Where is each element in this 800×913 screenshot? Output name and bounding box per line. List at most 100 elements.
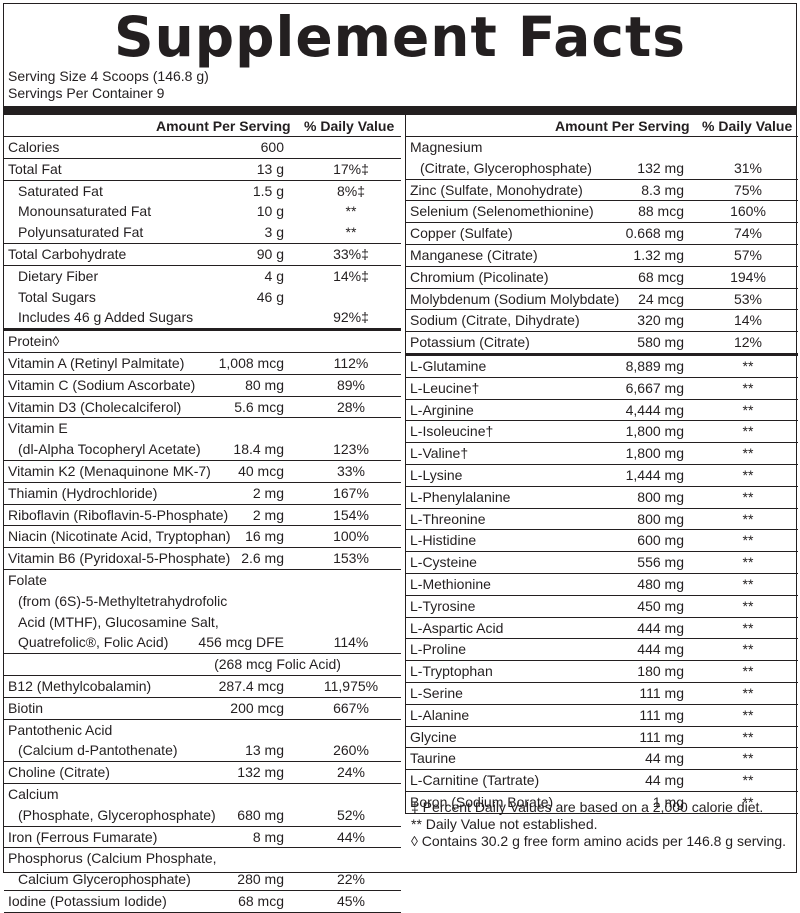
nutrient-name: L-Isoleucine† [410, 423, 494, 440]
nutrient-source: (Calcium d-Pantothenate) [18, 742, 178, 759]
nutrient-name: Iron (Ferrous Fumarate) [8, 828, 158, 845]
nutrient-row: (268 mcg Folic Acid) [4, 654, 401, 676]
nutrient-row: Monounsaturated Fat 10 g ** [4, 201, 401, 222]
daily-value: ** [742, 401, 754, 418]
nutrient-row: L-Glutamine 8,889 mg ** [406, 356, 798, 378]
amount-per-serving: 450 mg [637, 597, 684, 614]
daily-value: ** [742, 793, 754, 810]
amount-per-serving: 1,800 mg [625, 445, 684, 462]
nutrient-row: Molybdenum (Sodium Molybdate) 24 mcg 53% [406, 289, 798, 311]
daily-value: ** [742, 379, 754, 396]
daily-value: ** [742, 466, 754, 483]
nutrient-name: L-Glutamine [410, 357, 487, 374]
nutrient-row: Choline (Citrate) 132 mg 24% [4, 762, 401, 784]
servings-per-container: Servings Per Container 9 [8, 85, 165, 101]
daily-value: 92%‡ [333, 309, 369, 326]
daily-value: 260% [333, 742, 369, 759]
nutrient-row: Phosphorus (Calcium Phosphate, Calcium Gl… [4, 848, 401, 891]
amount-per-serving: 480 mg [637, 575, 684, 592]
nutrient-row: Zinc (Sulfate, Monohydrate) 8.3 mg 75% [406, 180, 798, 202]
nutrient-row: Copper (Sulfate) 0.668 mg 74% [406, 223, 798, 245]
nutrient-source: Quatrefolic®, Folic Acid) [18, 634, 169, 651]
daily-value: 667% [333, 699, 369, 716]
amount-per-serving: 287.4 mcg [218, 677, 284, 694]
daily-value: 57% [733, 246, 763, 263]
amount-per-serving: 40 mcg [238, 462, 284, 479]
nutrient-source: (Citrate, Glycerophosphate) [420, 159, 592, 176]
nutrient-row: L-Cysteine 556 mg ** [406, 552, 798, 574]
nutrient-name: Vitamin C (Sodium Ascorbate) [8, 376, 196, 393]
column-header: Amount Per Serving % Daily Value [406, 115, 798, 137]
nutrient-row: L-Alanine 111 mg ** [406, 705, 798, 727]
nutrient-name: Folate [8, 571, 47, 588]
daily-value: ** [742, 772, 754, 789]
daily-value: ** [742, 488, 754, 505]
nutrient-name: Dietary Fiber [18, 267, 99, 284]
nutrient-row: Vitamin E (dl-Alpha Tocopheryl Acetate) 18… [4, 418, 401, 461]
daily-value: 33% [336, 462, 366, 479]
daily-value: 17%‡ [333, 160, 369, 177]
daily-value: 123% [333, 441, 369, 458]
nutrient-row: L-Serine 111 mg ** [406, 683, 798, 705]
amount-per-serving: 111 mg [639, 728, 684, 745]
nutrient-row: Vitamin D3 (Cholecalciferol) 5.6 mcg 28% [4, 397, 401, 419]
amount-per-serving: 1.5 g [252, 182, 284, 199]
daily-value: 153% [333, 550, 369, 567]
daily-value: 112% [333, 354, 369, 371]
nutrient-column-left: Amount Per Serving % Daily Value Calorie… [4, 115, 401, 913]
daily-value: 167% [333, 484, 369, 501]
nutrient-name: Boron (Sodium Borate) [410, 793, 554, 810]
nutrient-name: Total Carbohydrate [8, 245, 127, 262]
nutrient-row: Pantothenic Acid (Calcium d-Pantothenate)… [4, 720, 401, 763]
amount-per-serving: 6,667 mg [625, 379, 684, 396]
nutrient-name: L-Histidine [410, 532, 477, 549]
nutrient-name: Total Sugars [18, 288, 96, 305]
nutrient-name: Vitamin K2 (Menaquinone MK-7) [8, 462, 211, 479]
amount-per-serving: 10 g [256, 203, 284, 220]
nutrient-name: Vitamin D3 (Cholecalciferol) [8, 398, 182, 415]
daily-value: 194% [730, 268, 766, 285]
nutrient-name: L-Cysteine [410, 554, 477, 571]
daily-value: ** [742, 641, 754, 658]
nutrient-row: Vitamin K2 (Menaquinone MK-7) 40 mcg 33% [4, 461, 401, 483]
amount-per-serving: 68 mcg [238, 892, 284, 909]
daily-value: 114% [333, 634, 369, 651]
daily-value: ** [742, 510, 754, 527]
amount-per-serving: 180 mg [637, 663, 684, 680]
nutrient-name: Pantothenic Acid [8, 721, 113, 738]
daily-value: 53% [733, 290, 763, 307]
nutrient-row: Niacin (Nicotinate Acid, Tryptophan) 16 m… [4, 526, 401, 549]
nutrient-name: Phosphorus (Calcium Phosphate, [8, 850, 217, 867]
nutrient-name: L-Lysine [410, 466, 463, 483]
amount-per-serving: 456 mcg DFE [198, 634, 284, 651]
footnote-line: ‡ Percent Daily Values are based on a 2,… [411, 799, 764, 815]
nutrient-row: L-Methionine 480 mg ** [406, 574, 798, 596]
daily-value: 33%‡ [333, 245, 369, 262]
nutrient-row: Iron (Ferrous Fumarate) 8 mg 44% [4, 827, 401, 849]
nutrient-row: B12 (Methylcobalamin) 287.4 mcg 11,975% [4, 676, 401, 698]
amount-per-serving: 200 mcg [230, 699, 284, 716]
nutrient-row: Thiamin (Hydrochloride) 2 mg 167% [4, 483, 401, 505]
daily-value: 24% [336, 764, 366, 781]
daily-value: ** [742, 445, 754, 462]
nutrient-name: Zinc (Sulfate, Monohydrate) [410, 181, 583, 198]
nutrient-row: Folate (from (6S)-5-Methyltetrahydrofolic… [4, 570, 401, 655]
nutrient-name: Total Fat [8, 160, 62, 177]
footnotes: ‡ Percent Daily Values are based on a 2,… [405, 799, 798, 850]
nutrient-name: B12 (Methylcobalamin) [8, 677, 152, 694]
nutrient-source: (dl-Alpha Tocopheryl Acetate) [18, 441, 201, 458]
nutrient-name: L-Proline [410, 641, 467, 658]
thick-divider [4, 106, 796, 115]
amount-per-serving: 4,444 mg [625, 401, 684, 418]
amount-per-serving: 600 mg [637, 532, 684, 549]
daily-value: 14%‡ [333, 267, 369, 284]
nutrient-row: Riboflavin (Riboflavin-5-Phosphate) 2 mg 1… [4, 505, 401, 527]
nutrient-row: Protein◊ [4, 331, 401, 353]
nutrient-row: Selenium (Selenomethionine) 88 mcg 160% [406, 201, 798, 224]
nutrient-row: Vitamin C (Sodium Ascorbate) 80 mg 89% [4, 375, 401, 397]
nutrient-name: Vitamin A (Retinyl Palmitate) [8, 354, 185, 371]
nutrient-row: L-Leucine† 6,667 mg ** [406, 378, 798, 400]
daily-value: ** [742, 532, 754, 549]
amount-per-serving: 132 mg [637, 159, 684, 176]
nutrient-name: Vitamin E [8, 420, 68, 437]
